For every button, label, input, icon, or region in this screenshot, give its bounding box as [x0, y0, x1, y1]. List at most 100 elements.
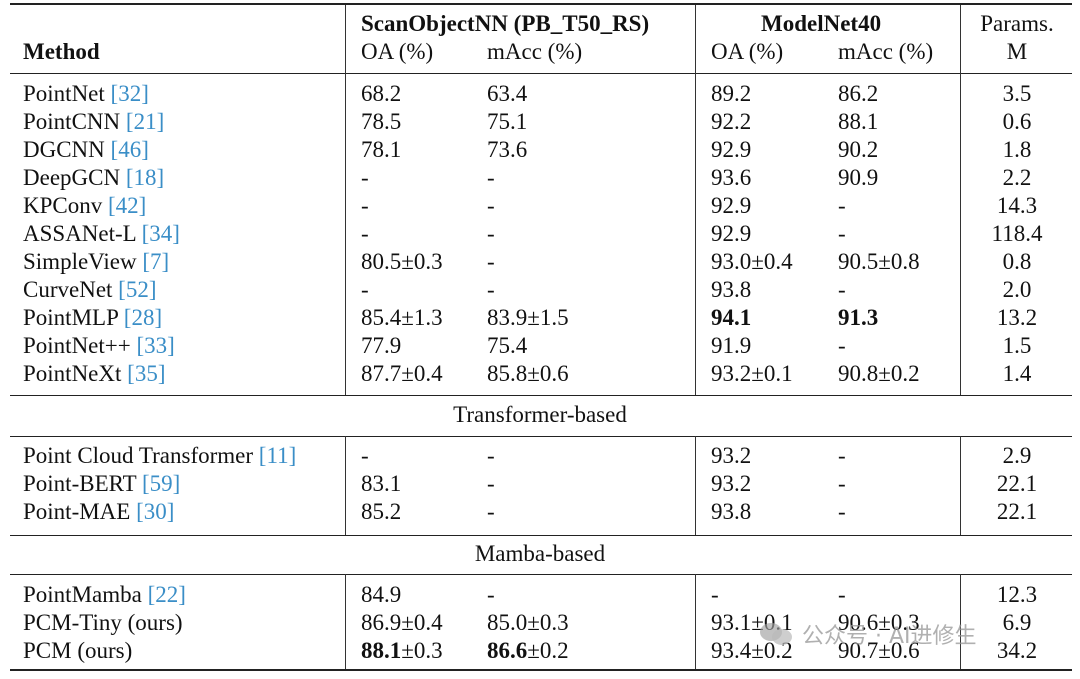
so-macc-cell: 73.6	[487, 137, 528, 162]
section-rule	[10, 395, 1072, 396]
so-macc-cell: 83.9±1.5	[487, 305, 569, 330]
bottom-rule	[10, 669, 1072, 671]
method-cell: PointNeXt [35]	[23, 361, 166, 386]
so-oa-cell: -	[361, 193, 369, 218]
method-cell: PCM (ours)	[23, 638, 133, 663]
table-row: CurveNet [52] - - 93.8 - 2.0	[0, 276, 1080, 304]
header-mn-oa: OA (%)	[711, 39, 784, 64]
so-oa-cell: -	[361, 443, 369, 468]
mn-oa-cell: -	[711, 582, 719, 607]
so-macc-cell: -	[487, 499, 495, 524]
params-cell: 22.1	[996, 471, 1038, 496]
mn-oa-cell: 92.9	[711, 137, 752, 162]
mn-oa-cell: 92.2	[711, 109, 752, 134]
table-row: ASSANet-L [34] - - 92.9 - 118.4	[0, 220, 1080, 248]
mn-oa-cell: 93.6	[711, 165, 752, 190]
mn-macc-cell: 90.9	[838, 165, 879, 190]
header-so-macc: mAcc (%)	[487, 39, 583, 64]
mn-macc-cell: -	[838, 277, 846, 302]
params-cell: 13.2	[996, 305, 1038, 330]
table-row: PointCNN [21] 78.5 75.1 92.2 88.1 0.6	[0, 108, 1080, 136]
so-macc-cell: 86.6±0.2	[487, 637, 569, 665]
mn-oa-cell: 93.2	[711, 443, 752, 468]
column-divider	[695, 5, 696, 395]
best-value: 88.1	[361, 638, 402, 663]
citation-link[interactable]: 22	[155, 582, 179, 607]
citation-link[interactable]: 46	[118, 137, 142, 162]
method-cell: DGCNN [46]	[23, 137, 149, 162]
so-macc-cell: -	[487, 582, 495, 607]
mn-oa-cell: 93.0±0.4	[711, 249, 793, 274]
mn-macc-cell: 86.2	[838, 81, 879, 106]
so-oa-cell: 88.1±0.3	[361, 637, 443, 665]
header-modelnet40: ModelNet40	[761, 11, 882, 36]
method-cell: PointCNN [21]	[23, 109, 165, 134]
mn-macc-cell: -	[838, 193, 846, 218]
params-cell: 6.9	[1002, 610, 1032, 635]
wechat-icon	[760, 621, 794, 647]
params-cell: 0.6	[1002, 109, 1032, 134]
mn-oa-cell: 93.8	[711, 499, 752, 524]
header-rule	[10, 73, 1072, 74]
table-row: PointMLP [28] 85.4±1.3 83.9±1.5 94.1 91.…	[0, 304, 1080, 332]
params-cell: 0.8	[1002, 249, 1032, 274]
citation-link[interactable]: 59	[149, 471, 173, 496]
method-cell: PointMLP [28]	[23, 305, 163, 330]
table-row: SimpleView [7] 80.5±0.3 - 93.0±0.4 90.5±…	[0, 248, 1080, 276]
citation-link[interactable]: 28	[131, 305, 155, 330]
so-macc-cell: 75.4	[487, 333, 528, 358]
params-cell: 1.4	[1002, 361, 1032, 386]
mn-macc-cell: 90.7±0.6	[838, 638, 920, 663]
citation-link[interactable]: 35	[134, 361, 158, 386]
citation-link[interactable]: 11	[266, 443, 289, 468]
so-macc-cell: -	[487, 471, 495, 496]
table-row: Point-MAE [30] 85.2 - 93.8 - 22.1	[0, 498, 1080, 526]
table-row: PointNet [32] 68.2 63.4 89.2 86.2 3.5	[0, 80, 1080, 108]
mn-macc-cell: 90.2	[838, 137, 879, 162]
column-divider	[345, 574, 346, 669]
citation-link[interactable]: 42	[115, 193, 139, 218]
mn-oa-cell: 89.2	[711, 81, 752, 106]
params-cell: 14.3	[996, 193, 1038, 218]
citation-link[interactable]: 7	[150, 249, 162, 274]
section-rule	[10, 436, 1072, 437]
mn-macc-cell: -	[838, 499, 846, 524]
citation-link[interactable]: 52	[125, 277, 149, 302]
citation-link[interactable]: 32	[118, 81, 142, 106]
citation-link[interactable]: 30	[143, 499, 167, 524]
so-oa-cell: 85.4±1.3	[361, 305, 443, 330]
column-divider	[345, 436, 346, 535]
watermark: 公众号 · AI进修生	[760, 617, 977, 651]
header-mn-macc: mAcc (%)	[838, 39, 934, 64]
header-params: Params.	[980, 11, 1054, 36]
citation-link[interactable]: 33	[144, 333, 168, 358]
mn-oa-cell: 93.2±0.1	[711, 361, 793, 386]
column-divider	[960, 574, 961, 669]
citation-link[interactable]: 34	[149, 221, 173, 246]
header-method: Method	[23, 39, 100, 64]
params-cell: 22.1	[996, 499, 1038, 524]
mn-macc-cell: -	[838, 333, 846, 358]
citation-link[interactable]: 21	[133, 109, 157, 134]
so-oa-cell: 87.7±0.4	[361, 361, 443, 386]
table-row: DeepGCN [18] - - 93.6 90.9 2.2	[0, 164, 1080, 192]
section-rule	[10, 574, 1072, 575]
method-cell: PointNet++ [33]	[23, 333, 175, 358]
mn-macc-cell: -	[838, 582, 846, 607]
params-cell: 118.4	[991, 221, 1043, 246]
top-rule	[10, 3, 1072, 5]
params-cell: 2.2	[1002, 165, 1032, 190]
mn-oa-cell: 94.1	[711, 305, 752, 330]
so-oa-cell: 77.9	[361, 333, 402, 358]
mn-macc-cell: 88.1	[838, 109, 879, 134]
so-macc-cell: -	[487, 249, 495, 274]
so-oa-cell: 78.5	[361, 109, 402, 134]
citation-link[interactable]: 18	[133, 165, 157, 190]
so-oa-cell: 84.9	[361, 582, 402, 607]
column-divider	[960, 436, 961, 535]
so-macc-cell: 75.1	[487, 109, 528, 134]
column-divider	[695, 436, 696, 535]
params-cell: 1.8	[1002, 137, 1032, 162]
params-cell: 2.9	[1002, 443, 1032, 468]
mn-oa-cell: 92.9	[711, 193, 752, 218]
